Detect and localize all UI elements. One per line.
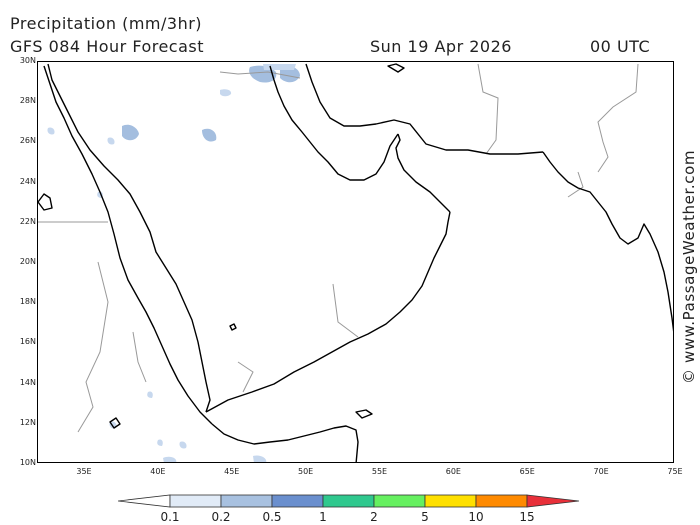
legend-label: 5 [421,510,429,524]
precipitation-map [37,61,674,463]
legend-swatch [271,494,324,508]
latitude-label: 14N [19,377,36,387]
precipitation-areas [47,64,300,462]
legend-label: 15 [519,510,535,524]
longitude-label: 50E [298,467,314,476]
legend-swatch [220,494,273,508]
latitude-label: 12N [19,417,36,427]
country-borders [38,63,639,433]
longitude-label: 45E [224,467,240,476]
forecast-date: Sun 19 Apr 2026 [370,37,512,56]
coastlines [38,63,673,462]
longitude-label: 55E [371,467,388,476]
legend-swatch [424,494,477,508]
longitude-label: 70E [593,467,609,476]
longitude-label: 40E [150,467,166,476]
legend-label: 0.2 [211,510,231,524]
precipitation-legend-bar [118,494,580,508]
longitude-label: 60E [445,467,461,476]
legend-tip-high [526,494,580,508]
latitude-label: 24N [19,176,36,186]
legend-tip-low [118,494,171,508]
legend-swatch [169,494,222,508]
legend-label: 2 [370,510,378,524]
legend-label: 0.1 [160,510,180,524]
latitude-label: 10N [19,458,36,467]
legend-label: 1 [319,510,327,524]
legend-label: 10 [468,510,484,524]
site-credit: © www.PassageWeather.com [680,149,698,384]
longitude-label: 75E [667,467,683,476]
map-title: Precipitation (mm/3hr) [10,14,203,33]
latitude-label: 18N [19,297,36,307]
legend-label: 0.5 [262,510,282,524]
latitude-label: 30N [19,56,36,65]
latitude-label: 26N [19,136,36,146]
longitude-label: 65E [519,467,535,476]
latitude-label: 16N [19,337,36,347]
legend-swatch [373,494,426,508]
longitude-label: 35E [76,467,92,476]
latitude-label: 28N [19,96,36,106]
forecast-time: 00 UTC [590,37,651,56]
legend-swatch [475,494,528,508]
legend-swatch [322,494,375,508]
latitude-label: 22N [19,216,36,226]
forecast-model: GFS 084 Hour Forecast [10,37,205,56]
latitude-label: 20N [19,257,36,266]
